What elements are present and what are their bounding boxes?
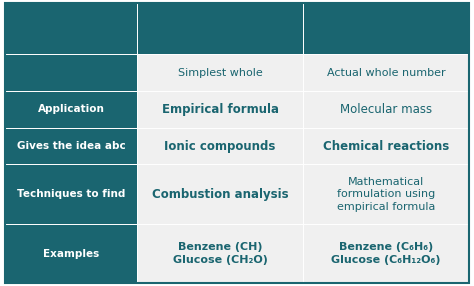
Bar bbox=[137, 224, 303, 283]
Bar bbox=[303, 54, 469, 91]
Text: Actual whole number: Actual whole number bbox=[327, 67, 446, 78]
Text: Gives the idea abc: Gives the idea abc bbox=[17, 141, 125, 151]
Bar bbox=[303, 128, 469, 164]
Text: Ionic compounds: Ionic compounds bbox=[164, 140, 276, 153]
Bar bbox=[303, 224, 469, 283]
Bar bbox=[303, 3, 469, 54]
Bar bbox=[303, 91, 469, 128]
Text: Benzene (C₆H₆)
Glucose (C₆H₁₂O₆): Benzene (C₆H₆) Glucose (C₆H₁₂O₆) bbox=[331, 242, 441, 265]
Bar bbox=[303, 164, 469, 224]
Bar bbox=[137, 91, 303, 128]
Bar bbox=[137, 164, 303, 224]
Text: Examples: Examples bbox=[43, 249, 99, 259]
Text: Mathematical
formulation using
empirical formula: Mathematical formulation using empirical… bbox=[337, 176, 435, 212]
Text: Application: Application bbox=[37, 104, 104, 114]
Text: Empirical formula: Empirical formula bbox=[162, 103, 279, 116]
Bar bbox=[5, 54, 137, 91]
Bar bbox=[5, 91, 137, 128]
Bar bbox=[137, 3, 303, 54]
Bar bbox=[137, 128, 303, 164]
Text: Techniques to find: Techniques to find bbox=[17, 189, 125, 199]
Text: Molecular mass: Molecular mass bbox=[340, 103, 432, 116]
Bar bbox=[5, 3, 137, 54]
Text: Chemical reactions: Chemical reactions bbox=[323, 140, 449, 153]
Bar bbox=[5, 224, 137, 283]
Bar bbox=[137, 54, 303, 91]
Bar bbox=[5, 128, 137, 164]
Text: Simplest whole: Simplest whole bbox=[178, 67, 263, 78]
Text: Combustion analysis: Combustion analysis bbox=[152, 188, 288, 201]
Bar bbox=[5, 164, 137, 224]
Text: Benzene (CH)
Glucose (CH₂O): Benzene (CH) Glucose (CH₂O) bbox=[173, 242, 267, 265]
